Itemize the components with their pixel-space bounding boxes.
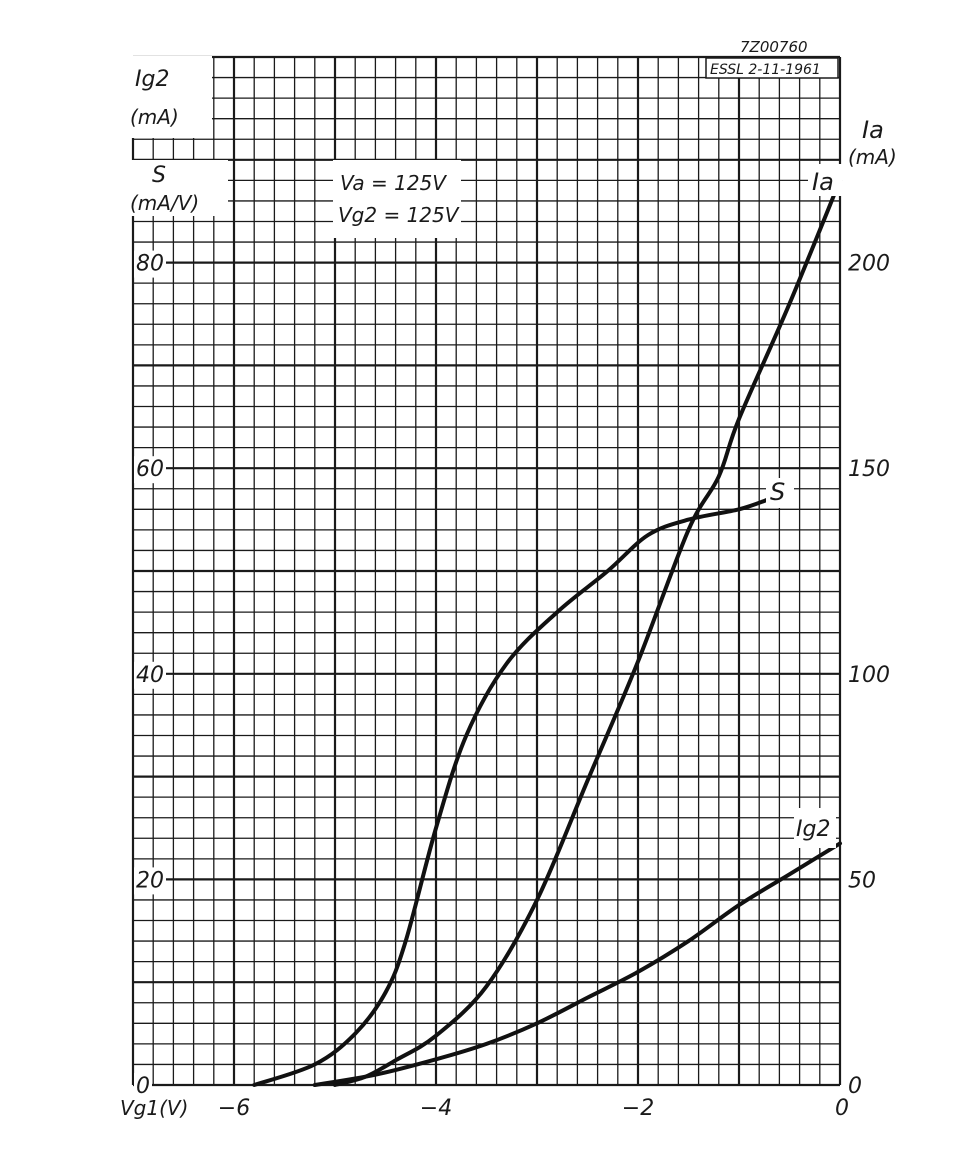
- series-label-s: S: [770, 478, 785, 506]
- series-line-ia: [333, 178, 842, 1087]
- left-tick-label-bg: [134, 867, 166, 895]
- left-axis-unit-s: (mA/V): [130, 191, 199, 215]
- x-tick-label-bg: [833, 1095, 851, 1122]
- s-series-label-box: [766, 478, 794, 508]
- conditions-box: [333, 160, 461, 238]
- left-tick-label-bg: [134, 1073, 152, 1100]
- right-tick-label: 200: [848, 252, 890, 277]
- x-tick-label: −4: [420, 1096, 452, 1121]
- right-tick-label-bg: [846, 661, 892, 689]
- s-label-box: [128, 160, 228, 216]
- right-tick-label: 50: [848, 868, 876, 893]
- tick-labels: 0 20 40 60 80 0 50 100 150 200 −6 −4 −2 0: [134, 250, 892, 1122]
- right-tick-label: 150: [848, 457, 890, 482]
- left-tick-label: 0: [136, 1074, 150, 1099]
- left-axis-unit-ig2: (mA): [130, 105, 179, 129]
- x-tick-label: 0: [835, 1096, 849, 1121]
- left-axis-title-s: S: [152, 163, 166, 188]
- series-label-ia: Ia: [812, 168, 834, 196]
- x-tick-label-bg: [417, 1095, 455, 1122]
- x-tick-label: −6: [218, 1096, 250, 1121]
- series-label-ig2: Ig2: [796, 817, 830, 842]
- left-tick-label: 20: [136, 868, 164, 893]
- ig2-series-label-box: [794, 808, 836, 848]
- series-line-s: [252, 497, 772, 1087]
- left-tick-label: 40: [136, 663, 164, 688]
- right-tick-label-bg: [846, 250, 892, 278]
- right-tick-label: 100: [848, 663, 890, 688]
- x-tick-label: −2: [622, 1096, 654, 1121]
- ig2-label-box: [128, 56, 212, 138]
- right-tick-label-bg: [846, 456, 892, 484]
- right-tick-label: 0: [848, 1074, 862, 1099]
- condition-va: Va = 125V: [340, 171, 447, 195]
- ia-label-box: [846, 110, 910, 174]
- condition-vg2: Vg2 = 125V: [338, 203, 460, 227]
- left-axis-title-ig2: Ig2: [135, 67, 169, 92]
- drawing-number: 7Z00760: [740, 38, 808, 56]
- curves: [252, 178, 842, 1087]
- ia-series-label-box: [808, 164, 842, 196]
- right-axis-title-ia: Ia: [862, 116, 884, 144]
- stamp-date: ESSL 2-11-1961: [710, 62, 821, 78]
- left-tick-label-bg: [134, 456, 166, 484]
- series-line-ig2: [312, 841, 842, 1087]
- left-tick-label-bg: [134, 250, 166, 278]
- right-axis-unit-ia: (mA): [848, 145, 897, 169]
- x-axis-title: Vg1(V): [120, 1096, 188, 1120]
- left-tick-label: 80: [136, 252, 164, 277]
- left-tick-label-bg: [134, 661, 166, 689]
- stamp-box: [705, 57, 839, 79]
- x-tick-label-bg: [619, 1095, 657, 1122]
- right-tick-label-bg: [846, 867, 878, 895]
- left-tick-label: 60: [136, 457, 164, 482]
- grid: [131, 55, 842, 1087]
- right-tick-label-bg: [846, 1073, 864, 1100]
- x-tick-label-bg: [215, 1095, 253, 1122]
